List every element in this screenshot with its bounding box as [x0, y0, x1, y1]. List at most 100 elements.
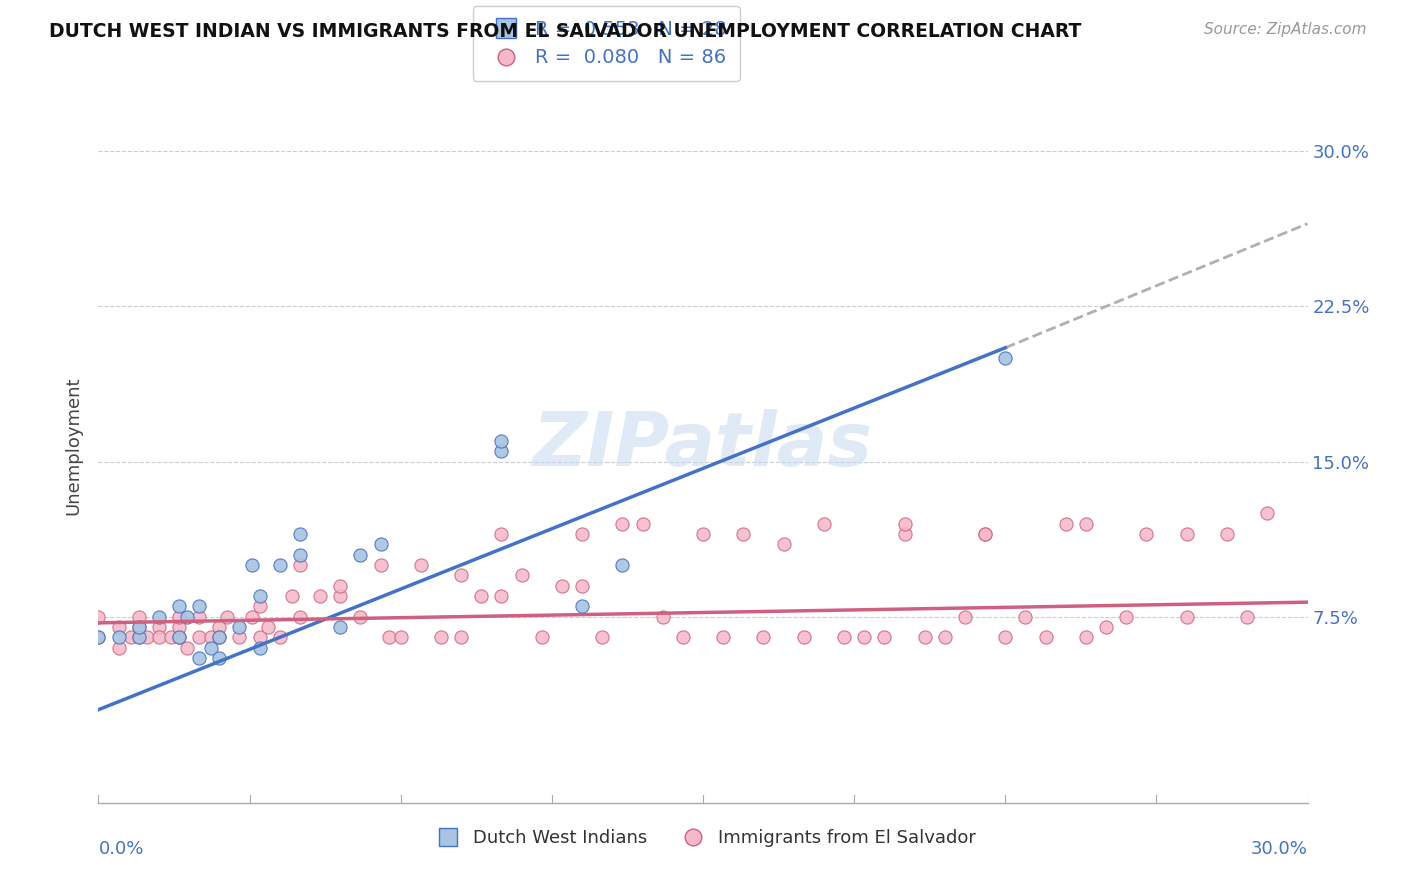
Point [148, 630, 170, 644]
Text: 30.0%: 30.0% [1251, 840, 1308, 858]
Point [188, 651, 211, 665]
Point [249, 599, 271, 614]
Point [651, 609, 673, 624]
Point [309, 589, 332, 603]
Point [491, 444, 513, 458]
Point [491, 527, 513, 541]
Point [208, 651, 231, 665]
Point [228, 630, 250, 644]
Point [1236, 609, 1258, 624]
Point [1074, 630, 1097, 644]
Point [188, 599, 211, 614]
Text: ZIPatlas: ZIPatlas [533, 409, 873, 483]
Point [167, 630, 190, 644]
Point [612, 558, 634, 572]
Point [160, 630, 183, 644]
Point [1135, 527, 1157, 541]
Point [994, 630, 1017, 644]
Point [1175, 609, 1198, 624]
Y-axis label: Unemployment: Unemployment [65, 376, 83, 516]
Point [772, 537, 794, 551]
Point [240, 609, 263, 624]
Point [87, 609, 110, 624]
Point [176, 609, 198, 624]
Point [893, 527, 915, 541]
Point [994, 351, 1017, 365]
Point [128, 620, 150, 634]
Point [329, 620, 352, 634]
Text: 0.0%: 0.0% [98, 840, 143, 858]
Point [571, 527, 593, 541]
Point [974, 527, 997, 541]
Point [217, 609, 239, 624]
Point [107, 630, 129, 644]
Point [1095, 620, 1118, 634]
Point [240, 558, 263, 572]
Point [409, 558, 432, 572]
Point [188, 609, 211, 624]
Point [107, 620, 129, 634]
Point [269, 630, 291, 644]
Point [349, 609, 371, 624]
Point [349, 548, 371, 562]
Point [733, 527, 755, 541]
Point [873, 630, 896, 644]
Point [1175, 527, 1198, 541]
Point [167, 599, 190, 614]
Point [200, 640, 222, 655]
Point [256, 620, 278, 634]
Text: DUTCH WEST INDIAN VS IMMIGRANTS FROM EL SALVADOR UNEMPLOYMENT CORRELATION CHART: DUTCH WEST INDIAN VS IMMIGRANTS FROM EL … [49, 22, 1081, 41]
Point [914, 630, 936, 644]
Point [934, 630, 956, 644]
Point [389, 630, 412, 644]
Point [571, 579, 593, 593]
Point [269, 558, 291, 572]
Point [288, 548, 311, 562]
Point [329, 589, 352, 603]
Point [188, 630, 211, 644]
Point [793, 630, 815, 644]
Point [530, 630, 553, 644]
Point [370, 537, 392, 551]
Point [167, 620, 190, 634]
Legend: Dutch West Indians, Immigrants from El Salvador: Dutch West Indians, Immigrants from El S… [423, 822, 983, 855]
Point [249, 640, 271, 655]
Point [128, 609, 150, 624]
Point [1074, 516, 1097, 531]
Point [167, 609, 190, 624]
Point [288, 609, 311, 624]
Point [953, 609, 976, 624]
Point [1035, 630, 1057, 644]
Point [470, 589, 492, 603]
Point [107, 640, 129, 655]
Point [711, 630, 734, 644]
Point [450, 630, 472, 644]
Point [430, 630, 453, 644]
Point [288, 558, 311, 572]
Point [176, 640, 198, 655]
Point [208, 630, 231, 644]
Point [752, 630, 775, 644]
Point [591, 630, 613, 644]
Point [491, 434, 513, 448]
Point [612, 516, 634, 531]
Point [249, 589, 271, 603]
Point [148, 609, 170, 624]
Point [832, 630, 855, 644]
Point [1216, 527, 1239, 541]
Point [128, 630, 150, 644]
Point [551, 579, 574, 593]
Point [853, 630, 876, 644]
Point [120, 630, 142, 644]
Point [87, 630, 110, 644]
Point [491, 589, 513, 603]
Point [450, 568, 472, 582]
Point [249, 630, 271, 644]
Point [288, 527, 311, 541]
Point [1256, 506, 1278, 520]
Point [974, 527, 997, 541]
Point [329, 579, 352, 593]
Point [510, 568, 533, 582]
Point [87, 630, 110, 644]
Point [377, 630, 399, 644]
